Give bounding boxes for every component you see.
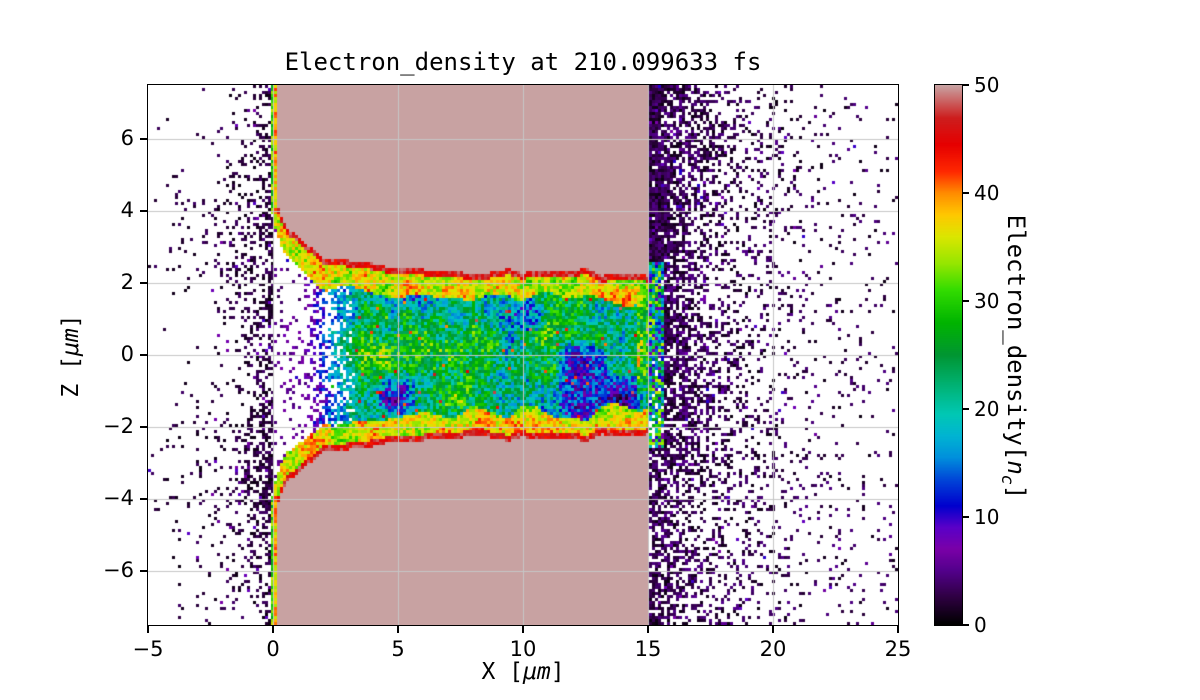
x-tick-mark	[772, 626, 774, 633]
colorbar-canvas	[935, 85, 962, 625]
y-tick-label: 4	[120, 198, 134, 222]
colorbar-tick-mark	[963, 624, 969, 626]
x-axis-label-close: ]	[550, 659, 565, 685]
colorbar-tick-mark	[963, 84, 969, 86]
x-tick-label: 20	[759, 637, 787, 661]
y-tick-label: 2	[120, 270, 134, 294]
colorbar-tick-label: 50	[974, 73, 1000, 97]
colorbar-label: Electron_density[nc]	[998, 187, 1030, 527]
colorbar-tick-mark	[963, 408, 969, 410]
x-tick-label: 10	[509, 637, 537, 661]
x-axis-label-text: X [	[481, 659, 523, 685]
colorbar	[934, 84, 963, 626]
x-tick-label: 5	[391, 637, 405, 661]
x-tick-mark	[522, 626, 524, 633]
x-tick-label: 25	[884, 637, 912, 661]
colorbar-label-close: ]	[1002, 484, 1030, 500]
colorbar-label-text: Electron_density[	[1002, 214, 1030, 461]
x-tick-label: 0	[266, 637, 280, 661]
colorbar-tick-label: 10	[974, 505, 1000, 529]
y-tick-label: −2	[103, 414, 134, 438]
y-tick-mark	[140, 426, 147, 428]
x-tick-mark	[897, 626, 899, 633]
colorbar-tick-mark	[963, 516, 969, 518]
y-tick-mark	[140, 138, 147, 140]
y-tick-mark	[140, 210, 147, 212]
y-tick-mark	[140, 498, 147, 500]
x-tick-label: 15	[634, 637, 662, 661]
heatmap-canvas	[148, 85, 898, 625]
x-tick-mark	[272, 626, 274, 633]
y-axis-label-close: ]	[58, 314, 84, 329]
y-tick-mark	[140, 282, 147, 284]
y-tick-label: −6	[103, 558, 134, 582]
plot-area	[147, 84, 899, 626]
colorbar-label-var: n	[1002, 460, 1030, 475]
colorbar-tick-label: 40	[974, 181, 1000, 205]
colorbar-tick-label: 30	[974, 289, 1000, 313]
colorbar-tick-label: 0	[974, 613, 987, 637]
y-tick-mark	[140, 570, 147, 572]
y-tick-mark	[140, 354, 147, 356]
x-tick-label: −5	[132, 637, 164, 661]
colorbar-tick-label: 20	[974, 397, 1000, 421]
colorbar-tick-mark	[963, 300, 969, 302]
x-axis-label: X [μm]	[148, 659, 898, 685]
x-tick-mark	[147, 626, 149, 633]
x-tick-mark	[397, 626, 399, 633]
x-axis-label-unit: μm	[522, 659, 551, 685]
colorbar-tick-mark	[963, 192, 969, 194]
colorbar-label-subscript: c	[998, 474, 1019, 485]
x-tick-mark	[647, 626, 649, 633]
plot-title: Electron_density at 210.099633 fs	[284, 48, 762, 76]
y-tick-label: 6	[120, 126, 134, 150]
y-tick-label: 0	[120, 342, 134, 366]
y-tick-label: −4	[103, 486, 134, 510]
